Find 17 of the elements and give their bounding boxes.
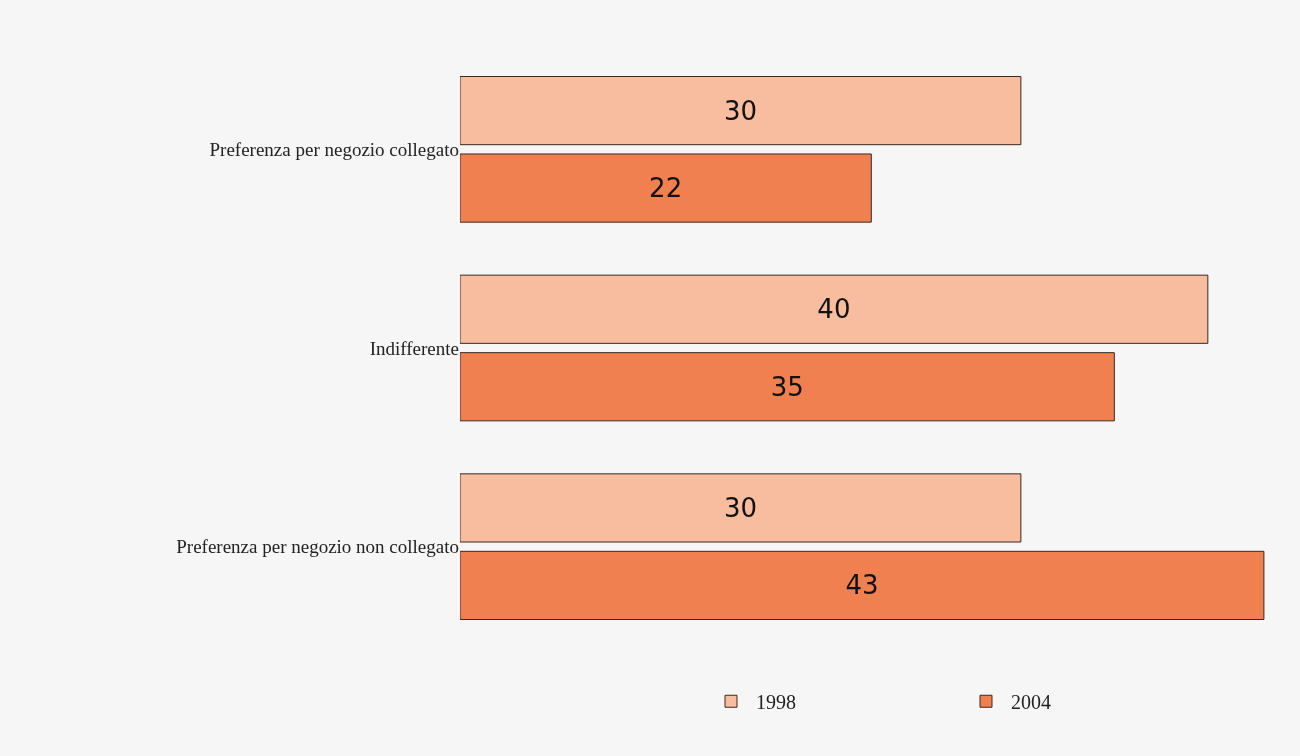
y-tick-label: Indifferente: [369, 337, 459, 359]
y-tick-label: Preferenza per negozio non collegato: [176, 536, 459, 558]
bar: [460, 352, 1115, 422]
bar: [460, 76, 1022, 146]
y-tick-label: Preferenza per negozio collegato: [209, 138, 459, 160]
data-label: 30: [723, 492, 757, 523]
data-label: 30: [723, 95, 757, 126]
bar: [460, 274, 1209, 344]
bar: [460, 550, 1265, 620]
data-label: 40: [817, 294, 851, 325]
legend-label: 1998: [756, 691, 796, 714]
data-label: 22: [649, 173, 683, 204]
data-label: 35: [770, 371, 804, 402]
legend-label: 2004: [1011, 691, 1051, 714]
bar: [460, 153, 872, 223]
bar: [460, 473, 1022, 543]
data-label: 43: [845, 570, 879, 601]
